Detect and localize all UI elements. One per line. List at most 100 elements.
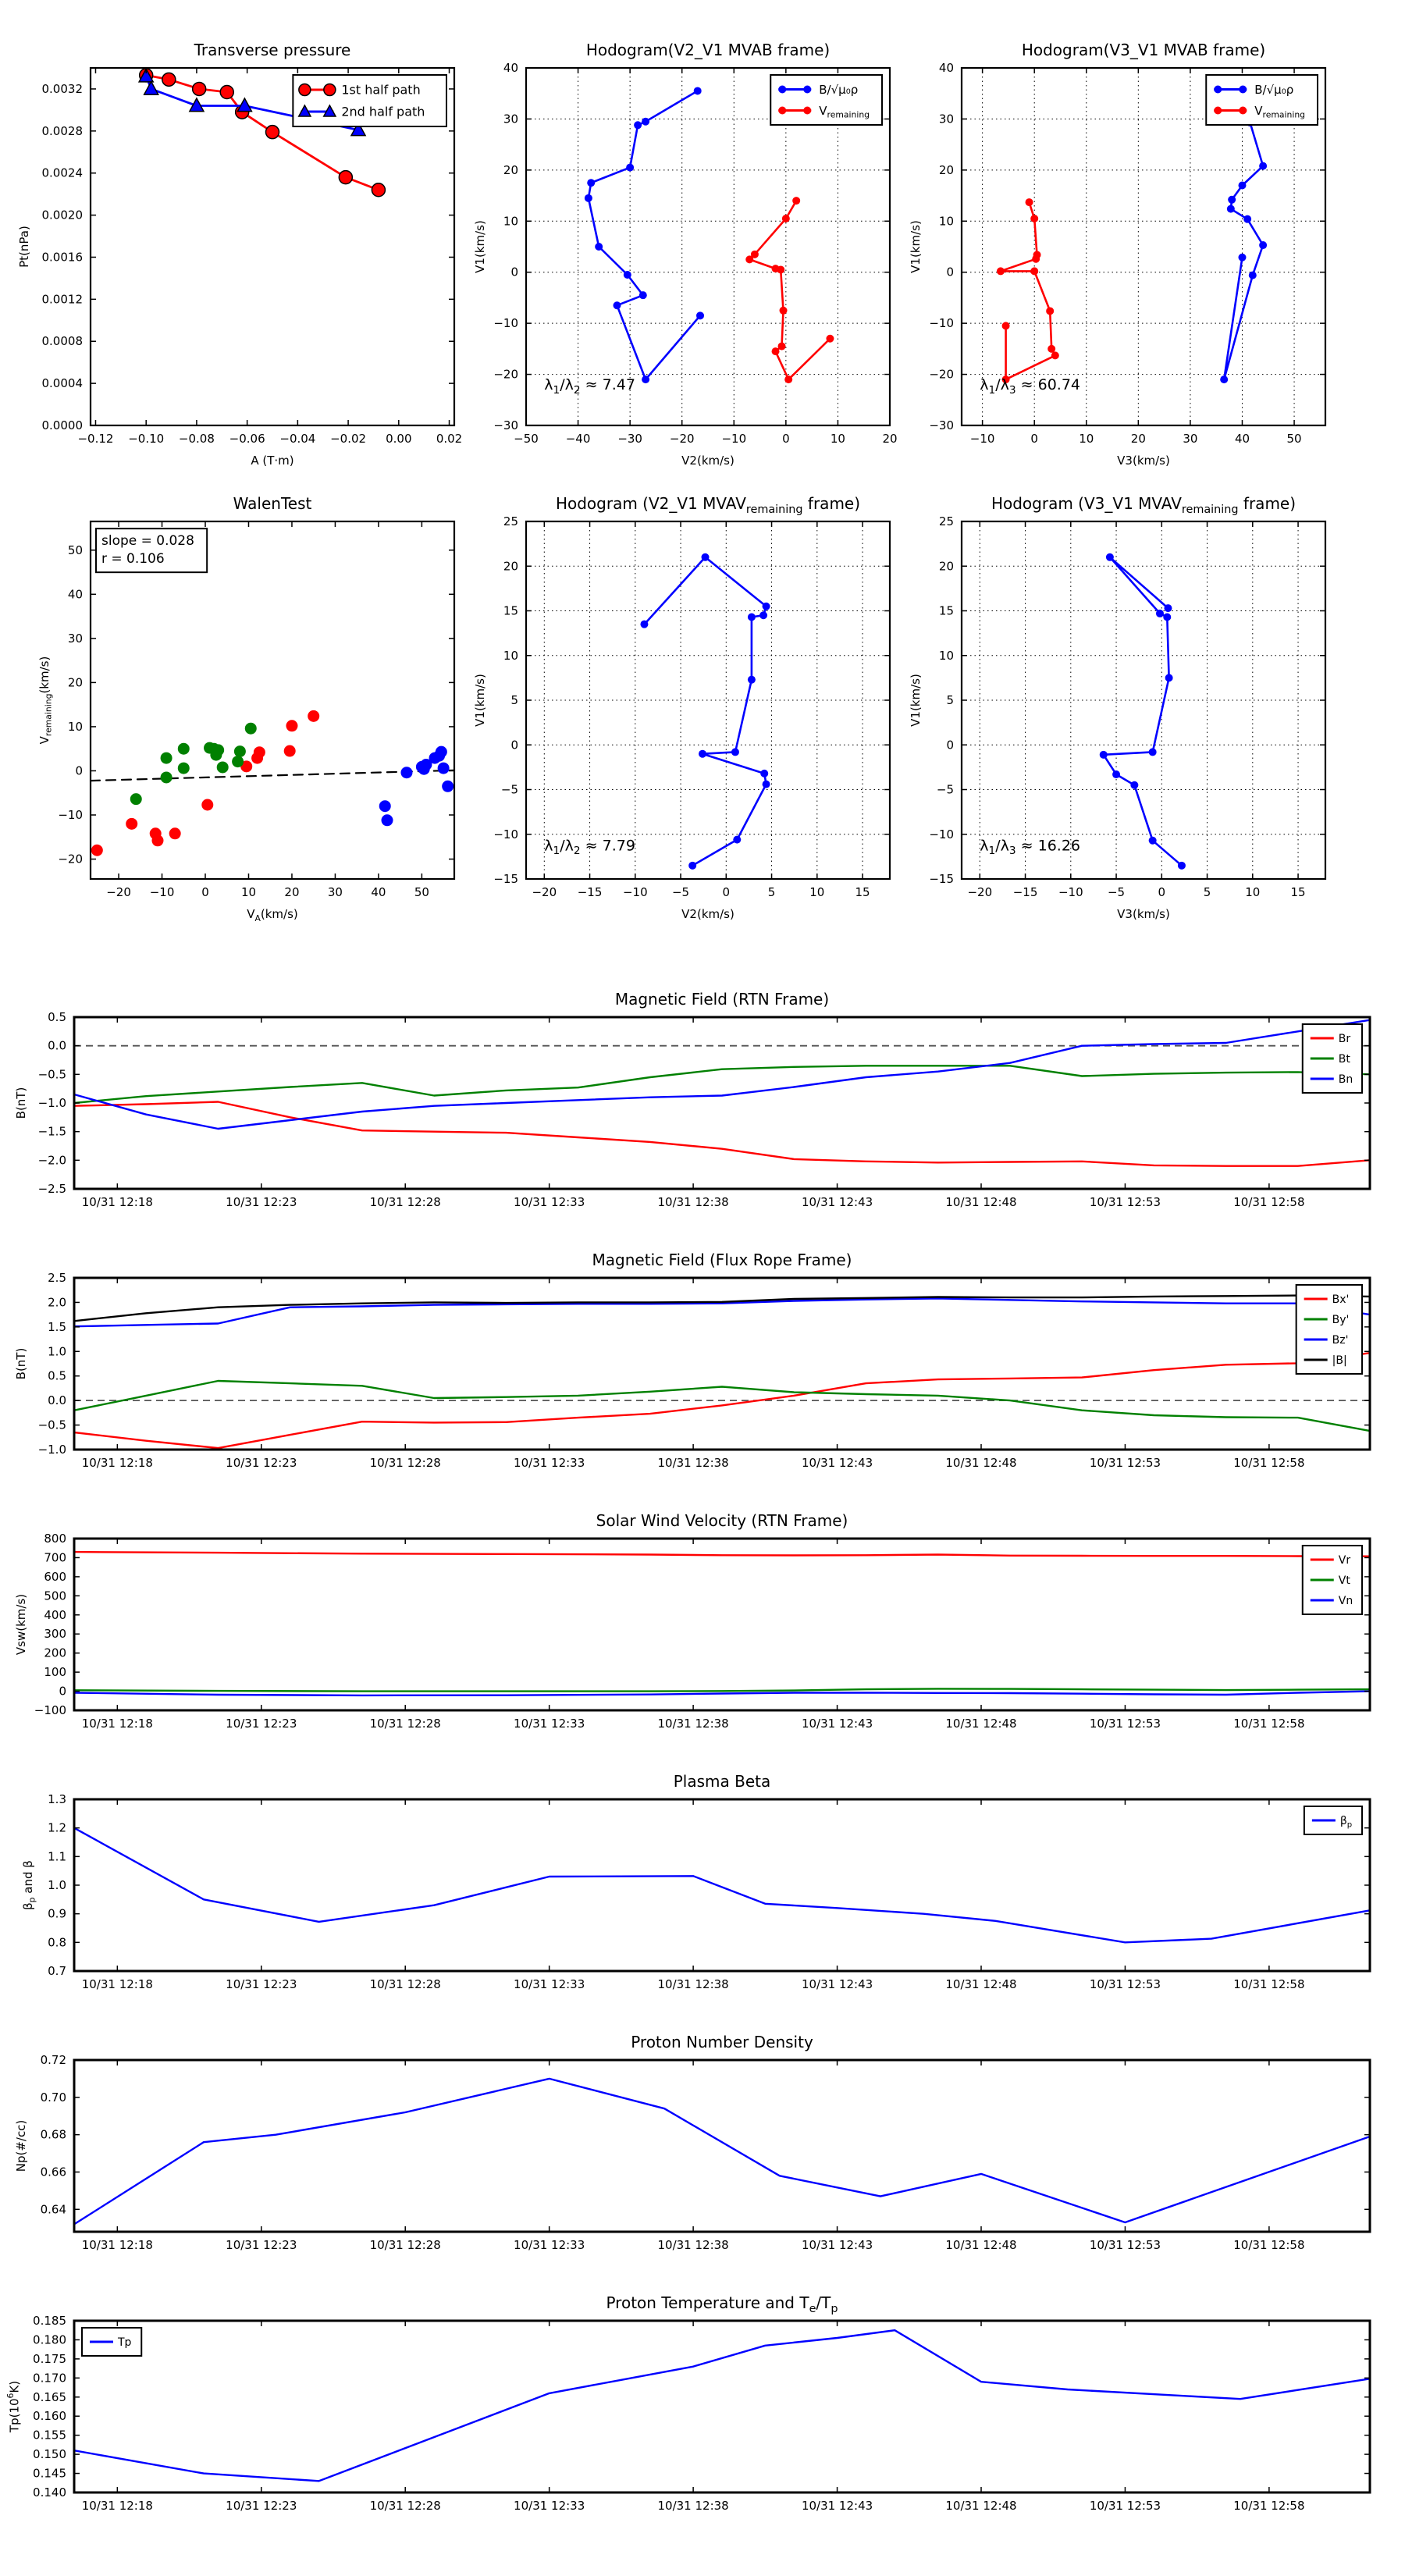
svg-text:1st half path: 1st half path xyxy=(341,83,420,98)
svg-text:10: 10 xyxy=(241,885,256,899)
svg-text:0.175: 0.175 xyxy=(33,2352,66,2366)
svg-text:10/31 12:43: 10/31 12:43 xyxy=(802,1195,873,1209)
svg-text:10/31 12:43: 10/31 12:43 xyxy=(802,1977,873,1991)
svg-text:10: 10 xyxy=(1079,432,1094,446)
svg-text:0.64: 0.64 xyxy=(41,2202,66,2216)
svg-text:Proton Temperature and Te/Tp: Proton Temperature and Te/Tp xyxy=(606,2293,838,2315)
svg-text:10/31 12:38: 10/31 12:38 xyxy=(657,2238,728,2252)
svg-text:5: 5 xyxy=(1204,885,1211,899)
svg-text:Vremaining: Vremaining xyxy=(819,104,870,120)
svg-text:0.180: 0.180 xyxy=(33,2332,66,2347)
svg-text:10/31 12:18: 10/31 12:18 xyxy=(82,1195,153,1209)
svg-text:λ1/λ3 ≈ 60.74: λ1/λ3 ≈ 60.74 xyxy=(980,376,1080,397)
svg-text:10/31 12:43: 10/31 12:43 xyxy=(802,1456,873,1470)
svg-text:−20: −20 xyxy=(670,432,695,446)
svg-text:0.160: 0.160 xyxy=(33,2409,66,2423)
svg-text:10/31 12:18: 10/31 12:18 xyxy=(82,2238,153,2252)
svg-text:30: 30 xyxy=(328,885,343,899)
svg-text:10/31 12:28: 10/31 12:28 xyxy=(370,1717,441,1731)
svg-text:−5: −5 xyxy=(672,885,689,899)
svg-text:0.0: 0.0 xyxy=(48,1393,66,1407)
svg-text:10/31 12:48: 10/31 12:48 xyxy=(945,1456,1016,1470)
svg-text:−0.06: −0.06 xyxy=(229,432,265,446)
svg-text:10/31 12:53: 10/31 12:53 xyxy=(1090,1977,1161,1991)
svg-text:10/31 12:23: 10/31 12:23 xyxy=(226,1456,297,1470)
svg-text:−10: −10 xyxy=(493,827,518,841)
svg-text:1.3: 1.3 xyxy=(48,1792,66,1806)
svg-text:Np(#/cc): Np(#/cc) xyxy=(14,2120,28,2172)
svg-text:10/31 12:58: 10/31 12:58 xyxy=(1233,1977,1304,1991)
svg-text:0: 0 xyxy=(723,885,731,899)
svg-text:300: 300 xyxy=(44,1627,66,1641)
svg-text:10/31 12:53: 10/31 12:53 xyxy=(1090,2499,1161,2513)
svg-text:−0.10: −0.10 xyxy=(128,432,164,446)
svg-text:50: 50 xyxy=(68,543,83,557)
svg-text:10/31 12:43: 10/31 12:43 xyxy=(802,2238,873,2252)
svg-text:10: 10 xyxy=(68,720,83,734)
svg-text:10/31 12:58: 10/31 12:58 xyxy=(1233,2238,1304,2252)
svg-text:10: 10 xyxy=(831,432,845,446)
svg-text:0.0004: 0.0004 xyxy=(42,376,84,390)
svg-text:10/31 12:43: 10/31 12:43 xyxy=(802,1717,873,1731)
chart-walen-test: −20 −10 0 10 20 30 40 50 −20 −10 0 10 20 30 40 50 WalenT… xyxy=(37,494,456,923)
svg-text:−20: −20 xyxy=(106,885,131,899)
svg-text:10/31 12:48: 10/31 12:48 xyxy=(945,1195,1016,1209)
svg-text:0.0020: 0.0020 xyxy=(42,208,84,222)
svg-text:10/31 12:33: 10/31 12:33 xyxy=(514,1717,585,1731)
svg-text:0.5: 0.5 xyxy=(48,1010,66,1024)
svg-text:−20: −20 xyxy=(58,852,83,866)
svg-text:r = 0.106: r = 0.106 xyxy=(101,551,165,567)
svg-text:0: 0 xyxy=(1158,885,1166,899)
svg-text:−0.5: −0.5 xyxy=(38,1418,66,1432)
svg-text:0.02: 0.02 xyxy=(436,432,462,446)
svg-text:|B|: |B| xyxy=(1332,1354,1347,1367)
svg-text:B(nT): B(nT) xyxy=(14,1348,28,1380)
svg-text:10/31 12:58: 10/31 12:58 xyxy=(1233,1195,1304,1209)
svg-text:15: 15 xyxy=(939,604,954,618)
chart-magnetic-field-fluxrope: 10/31 12:18 10/31 12:23 10/31 12:28 10/31 1… xyxy=(14,1251,1371,1470)
svg-text:−0.5: −0.5 xyxy=(38,1067,66,1081)
svg-text:−50: −50 xyxy=(514,432,539,446)
svg-text:10/31 12:28: 10/31 12:28 xyxy=(370,1456,441,1470)
svg-text:30: 30 xyxy=(503,112,518,126)
svg-text:−1.0: −1.0 xyxy=(38,1096,66,1110)
svg-text:10/31 12:33: 10/31 12:33 xyxy=(514,1456,585,1470)
svg-text:0.165: 0.165 xyxy=(33,2390,66,2404)
svg-text:10/31 12:53: 10/31 12:53 xyxy=(1090,2238,1161,2252)
svg-text:40: 40 xyxy=(371,885,386,899)
svg-text:10/31 12:23: 10/31 12:23 xyxy=(226,1195,297,1209)
svg-text:10/31 12:23: 10/31 12:23 xyxy=(226,1977,297,1991)
svg-text:10/31 12:33: 10/31 12:33 xyxy=(514,2238,585,2252)
svg-text:Hodogram(V2_V1 MVAB frame): Hodogram(V2_V1 MVAB frame) xyxy=(586,41,830,59)
svg-text:20: 20 xyxy=(939,559,954,573)
svg-text:Vremaining: Vremaining xyxy=(1254,104,1305,120)
svg-text:Bx': Bx' xyxy=(1332,1293,1350,1306)
svg-text:10/31 12:18: 10/31 12:18 xyxy=(82,1456,153,1470)
svg-text:0.00: 0.00 xyxy=(386,432,411,446)
svg-text:0: 0 xyxy=(510,738,518,752)
svg-text:Magnetic Field (Flux Rope Fram: Magnetic Field (Flux Rope Frame) xyxy=(592,1251,852,1269)
svg-text:500: 500 xyxy=(44,1589,66,1603)
svg-text:0.5: 0.5 xyxy=(48,1369,66,1383)
svg-text:10/31 12:23: 10/31 12:23 xyxy=(226,2238,297,2252)
svg-text:−100: −100 xyxy=(34,1703,66,1717)
svg-text:5: 5 xyxy=(510,693,518,707)
svg-text:0: 0 xyxy=(782,432,790,446)
svg-text:40: 40 xyxy=(939,61,954,75)
svg-text:600: 600 xyxy=(44,1570,66,1584)
svg-text:−5: −5 xyxy=(501,783,518,797)
svg-text:−10: −10 xyxy=(929,316,954,330)
svg-text:0.0: 0.0 xyxy=(48,1039,66,1053)
svg-text:−20: −20 xyxy=(532,885,557,899)
svg-text:2.5: 2.5 xyxy=(48,1271,66,1285)
svg-text:V1(km/s): V1(km/s) xyxy=(473,220,487,273)
svg-text:50: 50 xyxy=(1287,432,1302,446)
svg-text:−2.0: −2.0 xyxy=(38,1153,66,1167)
svg-text:10/31 12:43: 10/31 12:43 xyxy=(802,2499,873,2513)
svg-text:βp: βp xyxy=(1340,1815,1352,1830)
svg-text:0: 0 xyxy=(946,265,954,279)
svg-text:10/31 12:58: 10/31 12:58 xyxy=(1233,2499,1304,2513)
chart-plasma-beta: 10/31 12:18 10/31 12:23 10/31 12:28 10/31 1… xyxy=(21,1772,1371,1991)
